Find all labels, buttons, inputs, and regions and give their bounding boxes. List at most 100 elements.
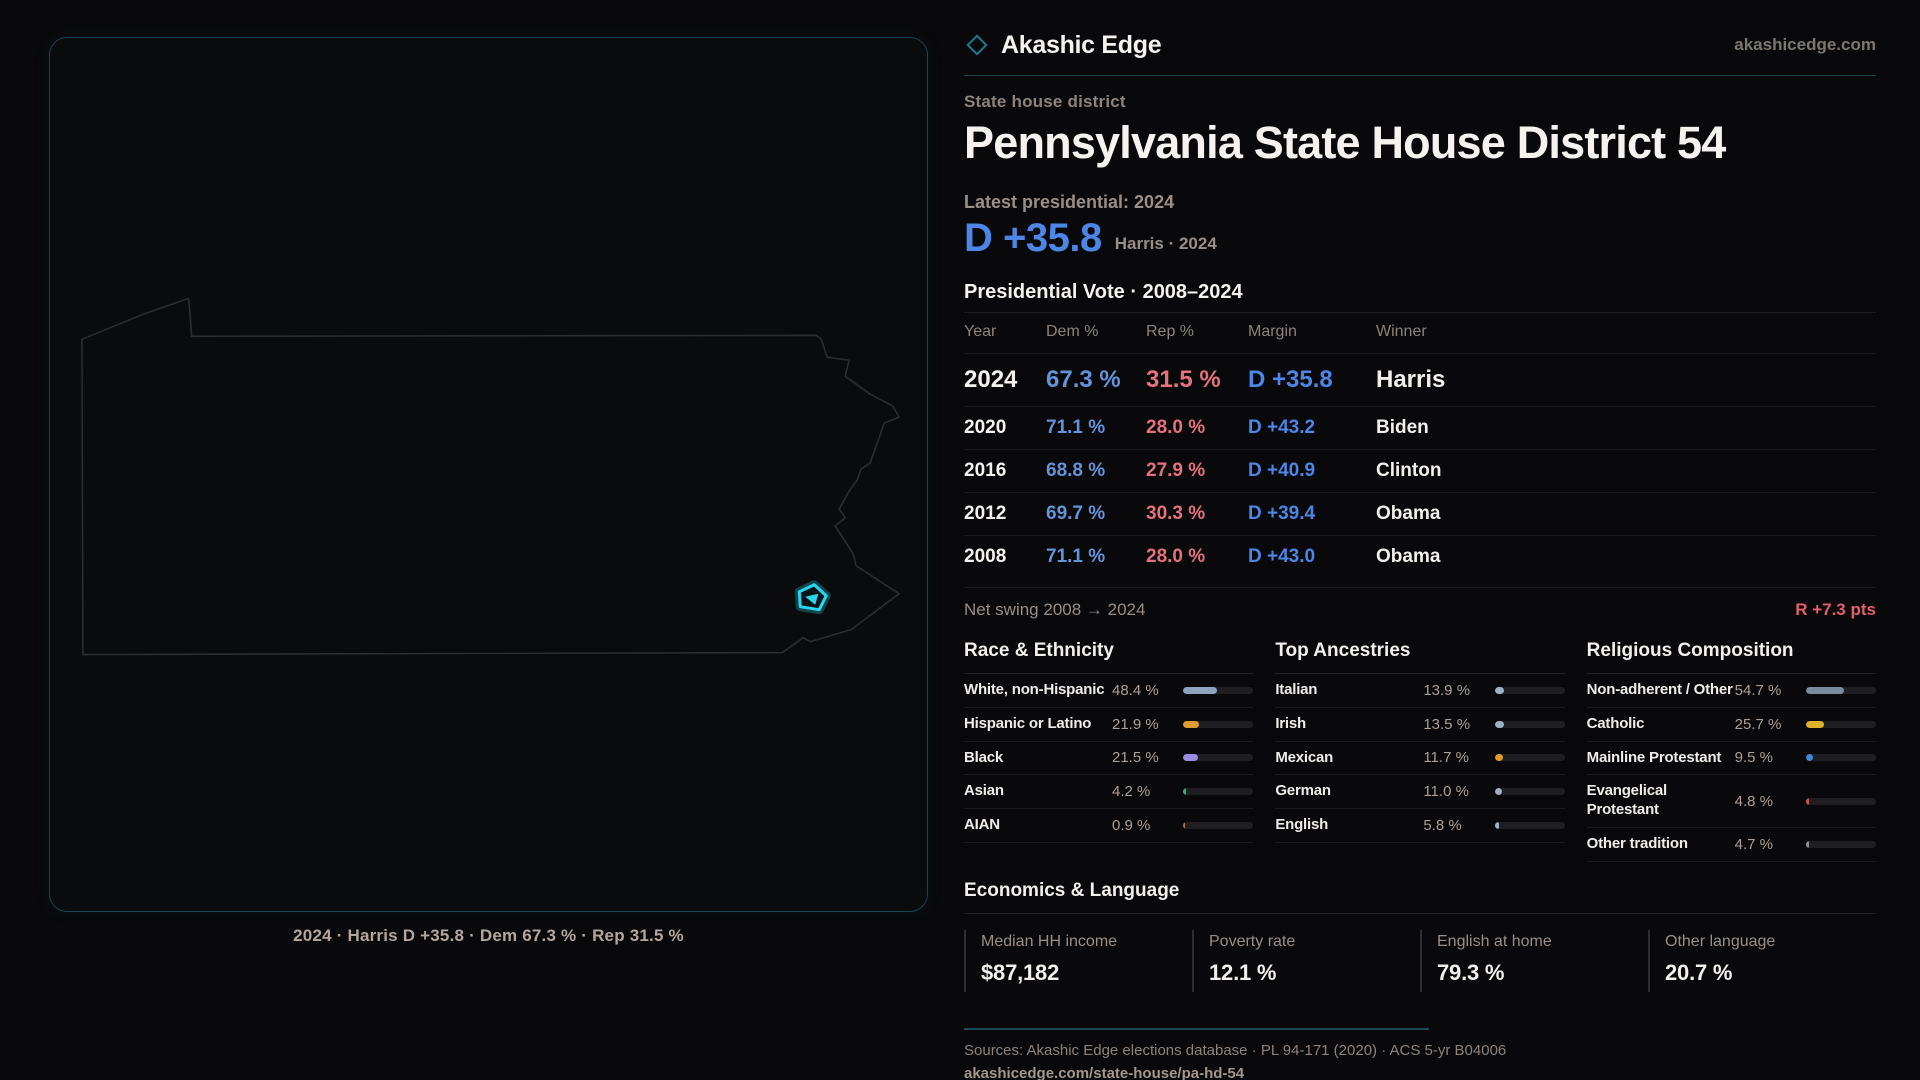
demographic-value: 25.7 % — [1734, 715, 1782, 733]
demographic-value: 11.7 % — [1423, 749, 1469, 767]
vote-table-row: 2020 71.1 % 28.0 % D +43.2 Biden — [964, 406, 1876, 450]
demographic-bar-fill — [1183, 720, 1199, 728]
demographic-row: Mexican 11.7 % — [1275, 742, 1565, 776]
demographic-bar-track — [1494, 686, 1565, 694]
vote-table-row: 2024 67.3 % 31.5 % D +35.8 Harris — [964, 353, 1876, 407]
vote-rep-cell: 27.9 % — [1146, 449, 1248, 493]
demographic-value: 9.5 % — [1734, 749, 1774, 767]
demographic-label: Catholic — [1586, 714, 1645, 732]
permalink-url[interactable]: akashicedge.com/state-house/pa-hd-54 — [964, 1064, 1245, 1080]
vote-year-cell: 2024 — [964, 353, 1046, 407]
demographic-row: White, non-Hispanic 48.4 % — [964, 674, 1254, 708]
vote-table-header-cell: Dem % — [1046, 312, 1146, 354]
demographic-bar-fill — [1805, 686, 1845, 694]
demographic-bar-track — [1805, 686, 1876, 694]
sources-divider — [964, 1027, 1429, 1030]
demographics-column-title: Top Ancestries — [1275, 640, 1565, 674]
vote-table-row: 2016 68.8 % 27.9 % D +40.9 Clinton — [964, 449, 1876, 493]
header-divider — [964, 75, 1876, 76]
vote-table-row: 2012 69.7 % 30.3 % D +39.4 Obama — [964, 492, 1876, 536]
demographic-bar-fill — [1805, 797, 1810, 805]
demographic-value: 21.9 % — [1112, 715, 1159, 733]
demographic-label: Other tradition — [1586, 834, 1688, 852]
economic-stat: Poverty rate 12.1 % — [1192, 929, 1420, 992]
demographic-label: Irish — [1275, 714, 1307, 732]
demographic-row: Catholic 25.7 % — [1586, 708, 1876, 742]
demographic-row: Mainline Protestant 9.5 % — [1586, 742, 1876, 776]
vote-dem-cell: 71.1 % — [1046, 406, 1146, 450]
demographic-bar-fill — [1805, 720, 1824, 728]
demographic-value: 5.8 % — [1423, 816, 1462, 834]
brand-domain-link[interactable]: akashicedge.com — [1734, 35, 1876, 54]
vote-table-row: 2008 71.1 % 28.0 % D +43.0 Obama — [964, 535, 1876, 578]
economic-stat: Other language 20.7 % — [1648, 929, 1876, 992]
demographic-bar-track — [1494, 754, 1565, 762]
vote-rep-cell: 31.5 % — [1146, 353, 1248, 407]
demographic-bar-track — [1805, 720, 1876, 728]
vote-margin-cell: D +39.4 — [1248, 492, 1376, 536]
brand-name: Akashic Edge — [1001, 30, 1162, 59]
demographic-bar-fill — [1183, 754, 1199, 762]
kicker: State house district — [964, 92, 1126, 111]
demographic-bar-fill — [1494, 720, 1505, 728]
vote-winner-cell: Obama — [1376, 535, 1876, 578]
economic-stat-value: 79.3 % — [1437, 959, 1505, 985]
vote-rep-cell: 28.0 % — [1146, 535, 1248, 578]
demographic-row: English 5.8 % — [1275, 809, 1565, 843]
net-swing-label: Net swing 2008 → 2024 — [964, 600, 1146, 619]
demographic-row: Asian 4.2 % — [964, 775, 1254, 809]
demographics-grid: Race & Ethnicity White, non-Hispanic 48.4 … — [964, 640, 1876, 862]
district-profile: Akashic Edge akashicedge.com State house… — [964, 28, 1876, 1080]
demographic-value: 11.0 % — [1423, 783, 1469, 801]
demographic-bar-fill — [1494, 754, 1503, 762]
demographic-bar-fill — [1805, 754, 1813, 762]
economic-stat-label: English at home — [1437, 932, 1552, 950]
vote-margin-cell: D +43.0 — [1248, 535, 1376, 578]
demographic-label: Non-adherent / Other — [1586, 681, 1733, 698]
vote-dem-cell: 67.3 % — [1046, 353, 1146, 407]
demographic-bar-fill — [1494, 788, 1503, 796]
demographics-column: Top Ancestries Italian 13.9 % Irish 13.5 % Me… — [1275, 640, 1565, 862]
vote-table-header-row: Year Dem % Rep % Margin Winner — [964, 312, 1876, 354]
demographic-bar-fill — [1805, 840, 1810, 848]
district-map-panel — [49, 37, 928, 912]
vote-table-head: Year Dem % Rep % Margin Winner — [964, 312, 1876, 354]
vote-winner-cell: Harris — [1376, 353, 1876, 407]
demographic-value: 13.9 % — [1423, 681, 1471, 699]
demographic-label: Mainline Protestant — [1586, 748, 1722, 766]
vote-dem-cell: 69.7 % — [1046, 492, 1146, 536]
vote-year-cell: 2008 — [964, 535, 1046, 578]
vote-margin-cell: D +40.9 — [1248, 449, 1376, 493]
demographic-value: 13.5 % — [1423, 715, 1471, 733]
demographic-value: 0.9 % — [1112, 816, 1151, 834]
demographics-column-title: Religious Composition — [1586, 640, 1876, 674]
demographic-row: German 11.0 % — [1275, 775, 1565, 809]
demographic-bar-track — [1183, 720, 1254, 728]
sources-footer: Sources: Akashic Edge elections database… — [964, 1027, 1876, 1080]
demographic-bar-fill — [1183, 788, 1187, 796]
demographic-label: Italian — [1275, 681, 1318, 698]
demographic-bar-fill — [1494, 686, 1505, 694]
demographic-label: AIAN — [964, 816, 1000, 833]
demographic-label: Mexican — [1275, 748, 1334, 766]
demographic-label: German — [1275, 782, 1331, 800]
demographic-row: Italian 13.9 % — [1275, 674, 1565, 708]
vote-year-cell: 2016 — [964, 449, 1046, 493]
demographic-label: Hispanic or Latino — [964, 714, 1092, 732]
economic-stat: Median HH income $87,182 — [964, 929, 1192, 992]
demographic-value: 4.2 % — [1112, 783, 1151, 801]
vote-dem-cell: 68.8 % — [1046, 449, 1146, 493]
demographic-label: White, non-Hispanic — [964, 681, 1105, 698]
diamond-logo-icon — [966, 34, 988, 56]
net-swing-row: Net swing 2008 → 2024 R +7.3 pts — [964, 587, 1876, 620]
map-caption: 2024 · Harris D +35.8 · Dem 67.3 % · Rep… — [293, 926, 684, 945]
vote-winner-cell: Obama — [1376, 492, 1876, 536]
vote-table-title: Presidential Vote · 2008–2024 — [964, 281, 1243, 303]
vote-winner-cell: Biden — [1376, 406, 1876, 450]
page-title: Pennsylvania State House District 54 — [964, 117, 1726, 168]
vote-margin-cell: D +43.2 — [1248, 406, 1376, 450]
demographics-column: Race & Ethnicity White, non-Hispanic 48.4 … — [964, 640, 1254, 862]
vote-dem-cell: 71.1 % — [1046, 535, 1146, 578]
economic-stat-value: 12.1 % — [1209, 959, 1277, 985]
vote-year-cell: 2020 — [964, 406, 1046, 450]
